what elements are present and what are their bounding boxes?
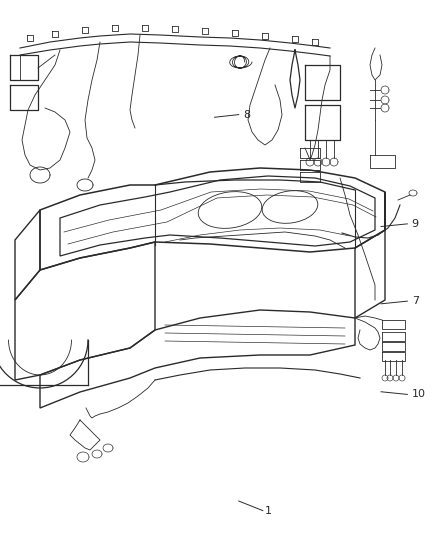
Text: 10: 10 xyxy=(412,390,426,399)
Text: 7: 7 xyxy=(412,296,419,306)
Text: 9: 9 xyxy=(412,219,419,229)
Text: 1: 1 xyxy=(265,506,272,515)
Text: 8: 8 xyxy=(243,110,250,119)
